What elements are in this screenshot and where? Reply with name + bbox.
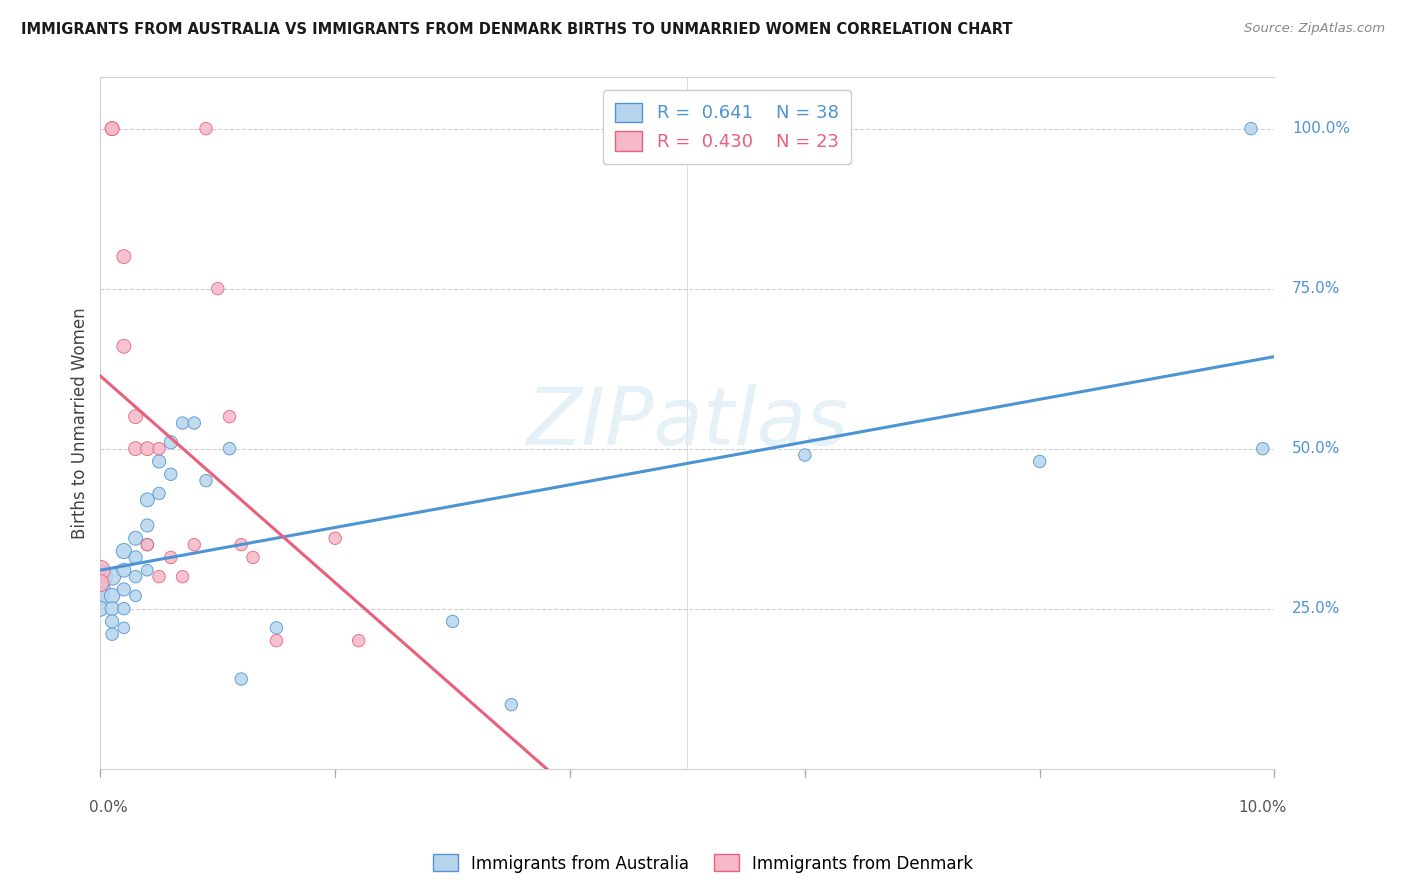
Point: [172, 416, 194, 430]
Point: [441, 615, 464, 629]
Point: [231, 672, 253, 686]
Point: [112, 563, 135, 577]
Legend: Immigrants from Australia, Immigrants from Denmark: Immigrants from Australia, Immigrants fr…: [426, 847, 980, 880]
Point: [218, 409, 240, 424]
Point: [136, 492, 159, 507]
Text: 25.0%: 25.0%: [1292, 601, 1340, 616]
Point: [124, 569, 146, 583]
Text: 50.0%: 50.0%: [1292, 442, 1340, 456]
Point: [101, 627, 124, 641]
Point: [101, 589, 124, 603]
Point: [89, 601, 111, 615]
Point: [1028, 454, 1050, 468]
Point: [183, 538, 205, 552]
Point: [183, 416, 205, 430]
Text: ZIPatlas: ZIPatlas: [526, 384, 848, 462]
Point: [148, 442, 170, 456]
Point: [148, 486, 170, 500]
Point: [347, 633, 370, 648]
Point: [89, 569, 111, 583]
Point: [124, 589, 146, 603]
Point: [101, 121, 124, 136]
Text: 10.0%: 10.0%: [1237, 800, 1286, 814]
Point: [124, 442, 146, 456]
Point: [242, 550, 264, 565]
Point: [148, 454, 170, 468]
Point: [195, 474, 218, 488]
Point: [101, 569, 124, 583]
Point: [89, 563, 111, 577]
Point: [112, 250, 135, 264]
Point: [124, 531, 146, 545]
Text: 100.0%: 100.0%: [1292, 121, 1350, 136]
Point: [231, 538, 253, 552]
Point: [124, 550, 146, 565]
Point: [136, 442, 159, 456]
Point: [112, 621, 135, 635]
Point: [89, 589, 111, 603]
Point: [112, 582, 135, 597]
Point: [89, 576, 111, 591]
Point: [1251, 442, 1274, 456]
Text: 0.0%: 0.0%: [89, 800, 128, 814]
Point: [112, 339, 135, 353]
Text: Source: ZipAtlas.com: Source: ZipAtlas.com: [1244, 22, 1385, 36]
Point: [136, 518, 159, 533]
Point: [112, 544, 135, 558]
Point: [89, 582, 111, 597]
Point: [501, 698, 523, 712]
Point: [159, 550, 181, 565]
Point: [136, 538, 159, 552]
Point: [793, 448, 815, 462]
Legend: R =  0.641    N = 38, R =  0.430    N = 23: R = 0.641 N = 38, R = 0.430 N = 23: [603, 90, 851, 164]
Point: [136, 538, 159, 552]
Point: [323, 531, 346, 545]
Point: [159, 467, 181, 482]
Point: [172, 569, 194, 583]
Point: [136, 563, 159, 577]
Point: [124, 409, 146, 424]
Y-axis label: Births to Unmarried Women: Births to Unmarried Women: [72, 307, 89, 539]
Point: [195, 121, 218, 136]
Point: [159, 435, 181, 450]
Point: [148, 569, 170, 583]
Point: [266, 621, 288, 635]
Text: IMMIGRANTS FROM AUSTRALIA VS IMMIGRANTS FROM DENMARK BIRTHS TO UNMARRIED WOMEN C: IMMIGRANTS FROM AUSTRALIA VS IMMIGRANTS …: [21, 22, 1012, 37]
Text: 75.0%: 75.0%: [1292, 281, 1340, 296]
Point: [101, 601, 124, 615]
Point: [1240, 121, 1263, 136]
Point: [207, 282, 229, 296]
Point: [266, 633, 288, 648]
Point: [218, 442, 240, 456]
Point: [112, 601, 135, 615]
Point: [101, 615, 124, 629]
Point: [101, 121, 124, 136]
